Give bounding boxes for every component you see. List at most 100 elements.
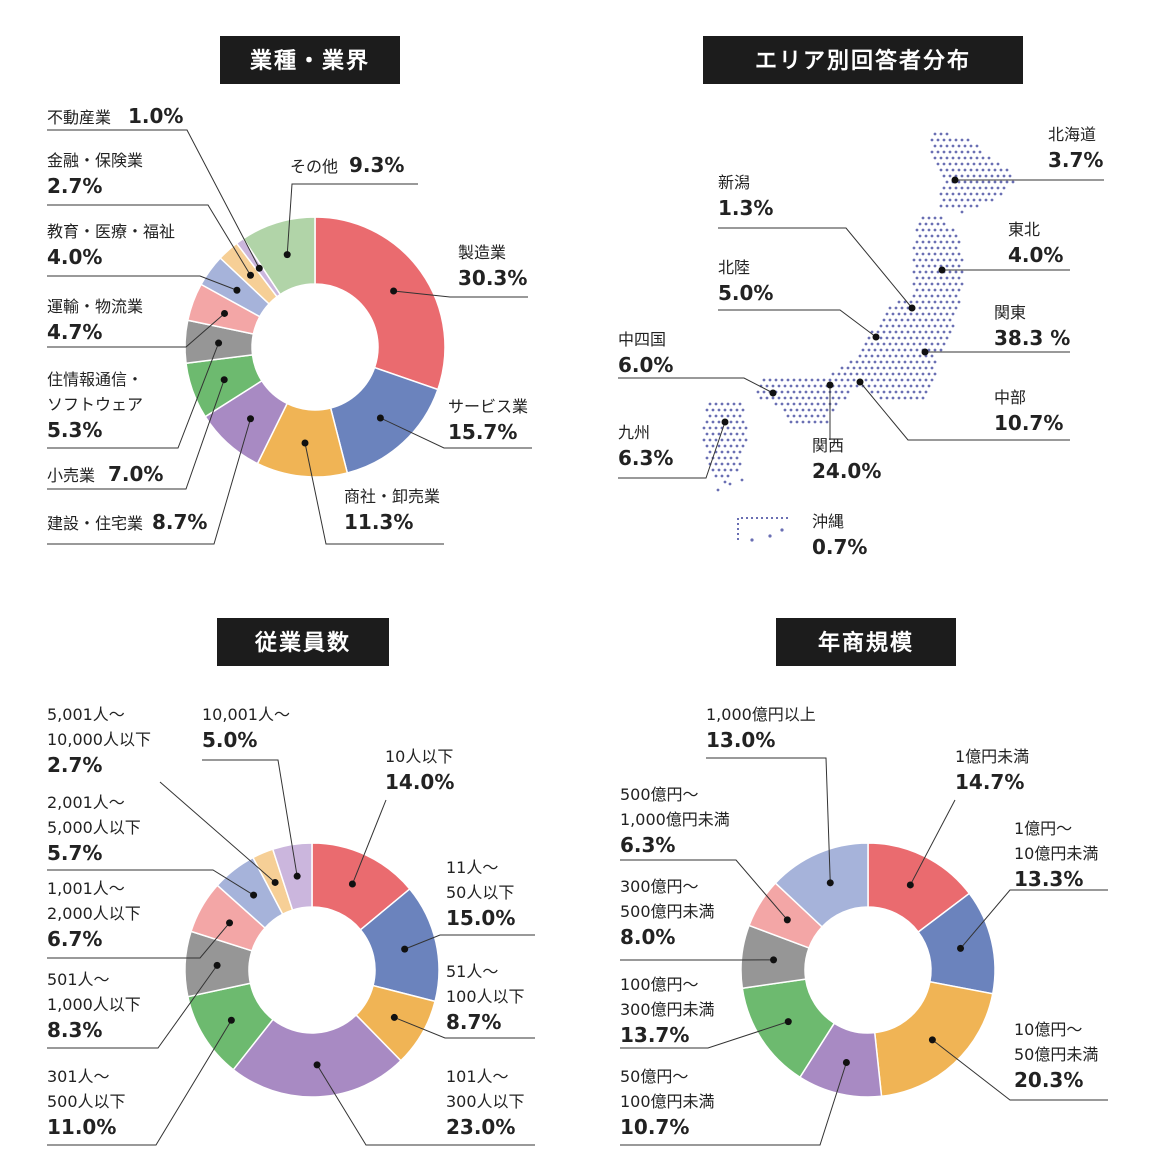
- region-label-8: 北陸: [718, 258, 750, 277]
- slice-label-3-1-1: 10億円未満: [1014, 844, 1098, 863]
- map-dot: [960, 270, 964, 274]
- map-dot: [882, 342, 886, 346]
- region-label-1: 東北: [1008, 220, 1040, 239]
- map-dot: [822, 390, 826, 394]
- map-dot: [777, 384, 781, 388]
- map-dot: [888, 390, 892, 394]
- map-dot: [837, 372, 841, 376]
- map-dot: [729, 432, 733, 436]
- map-dot: [921, 228, 925, 232]
- leader-line-2-5: [47, 965, 218, 1049]
- map-dot: [999, 192, 1003, 196]
- map-dot: [957, 192, 961, 196]
- map-dot: [918, 318, 922, 322]
- map-dot: [738, 438, 742, 442]
- map-dot: [723, 408, 727, 412]
- map-dot: [762, 378, 766, 382]
- map-dot: [810, 402, 814, 406]
- map-dot: [912, 246, 916, 250]
- map-dot: [936, 330, 940, 334]
- map-dot: [897, 312, 901, 316]
- map-dot: [876, 378, 880, 382]
- map-dot: [891, 324, 895, 328]
- map-dot: [957, 252, 961, 256]
- map-dot: [885, 312, 889, 316]
- map-dot: [807, 420, 811, 424]
- map-dot: [948, 138, 952, 142]
- map-dot: [879, 336, 883, 340]
- map-dot: [915, 228, 919, 232]
- map-dot: [921, 360, 925, 364]
- map-dot: [885, 360, 889, 364]
- leader-line-2-4: [47, 1019, 232, 1146]
- map-dot: [735, 432, 739, 436]
- map-dot: [966, 186, 970, 190]
- map-dot: [930, 378, 934, 382]
- map-dot: [918, 270, 922, 274]
- map-dot: [714, 402, 718, 406]
- map-dot: [786, 390, 790, 394]
- region-dot-4: [826, 381, 834, 389]
- leader-dot-2-4: [227, 1016, 235, 1024]
- slice-pct-0-0: 30.3%: [458, 266, 527, 290]
- map-dot: [867, 336, 871, 340]
- map-dot: [969, 192, 973, 196]
- slice-label-2-5-1: 1,000人以下: [47, 995, 141, 1014]
- map-dot: [915, 240, 919, 244]
- map-dot: [732, 438, 736, 442]
- title-employees: 従業員数: [217, 618, 389, 666]
- map-dot: [933, 156, 937, 160]
- map-dot: [723, 468, 727, 472]
- map-dot: [996, 186, 1000, 190]
- map-dot: [740, 478, 744, 482]
- map-dot: [909, 372, 913, 376]
- map-dot: [966, 138, 970, 142]
- map-dot: [906, 378, 910, 382]
- map-dot: [894, 366, 898, 370]
- map-dot: [873, 348, 877, 352]
- map-dot: [912, 330, 916, 334]
- slice-label-0-5-0: 住情報通信・: [47, 370, 143, 389]
- map-dot: [990, 198, 994, 202]
- map-dot: [948, 246, 952, 250]
- map-dot: [942, 282, 946, 286]
- map-dot: [735, 456, 739, 460]
- map-dot: [894, 354, 898, 358]
- map-dot: [927, 276, 931, 280]
- slice-pct-0-1: 15.7%: [448, 420, 517, 444]
- map-dot: [903, 324, 907, 328]
- map-dot: [945, 264, 949, 268]
- leader-line-2-1: [404, 934, 535, 950]
- map-dot: [930, 354, 934, 358]
- map-dot: [894, 318, 898, 322]
- map-dot: [813, 384, 817, 388]
- map-dot: [942, 162, 946, 166]
- map-dot: [903, 300, 907, 304]
- map-dot: [954, 162, 958, 166]
- slice-pct-0-7: 4.0%: [47, 245, 102, 269]
- map-dot: [903, 336, 907, 340]
- map-dot: [954, 198, 958, 202]
- map-dot: [858, 354, 862, 358]
- leader-dot-3-3: [842, 1059, 850, 1067]
- leader-dot-0-6: [221, 309, 229, 317]
- map-dot: [729, 408, 733, 412]
- leader-dot-2-6: [226, 919, 234, 927]
- map-dot: [936, 270, 940, 274]
- map-dot: [882, 378, 886, 382]
- map-dot: [945, 132, 949, 136]
- map-dot: [945, 240, 949, 244]
- map-dot: [891, 372, 895, 376]
- region-pct-8: 5.0%: [718, 281, 773, 305]
- map-dot: [726, 402, 730, 406]
- map-dot: [732, 462, 736, 466]
- map-dot: [792, 390, 796, 394]
- leader-dot-0-3: [247, 415, 255, 423]
- map-dot: [720, 402, 724, 406]
- leader-line-0-7: [47, 275, 238, 291]
- map-dot: [975, 192, 979, 196]
- map-dot: [795, 384, 799, 388]
- map-dot: [813, 408, 817, 412]
- map-dot: [717, 408, 721, 412]
- okinawa-dot: [780, 528, 784, 532]
